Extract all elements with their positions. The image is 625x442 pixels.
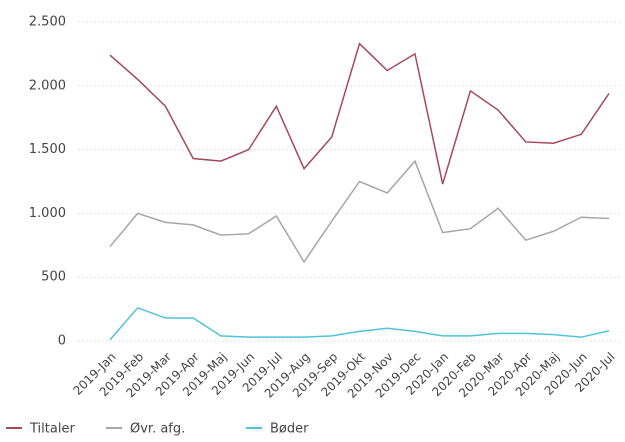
y-tick-label: 1.500 [29, 142, 66, 157]
legend-label: Tiltaler [29, 422, 75, 437]
legend-label: Øvr. afg. [130, 422, 185, 437]
legend-label: Bøder [270, 422, 309, 437]
y-tick-label: 0 [58, 334, 66, 349]
y-tick-label: 2.000 [29, 78, 66, 93]
series-line [109, 42, 610, 185]
y-tick-label: 2.500 [29, 15, 66, 30]
y-tick-label: 500 [41, 270, 66, 285]
series-line [109, 159, 610, 264]
series-line [109, 306, 610, 341]
y-tick-label: 1.000 [29, 206, 66, 221]
